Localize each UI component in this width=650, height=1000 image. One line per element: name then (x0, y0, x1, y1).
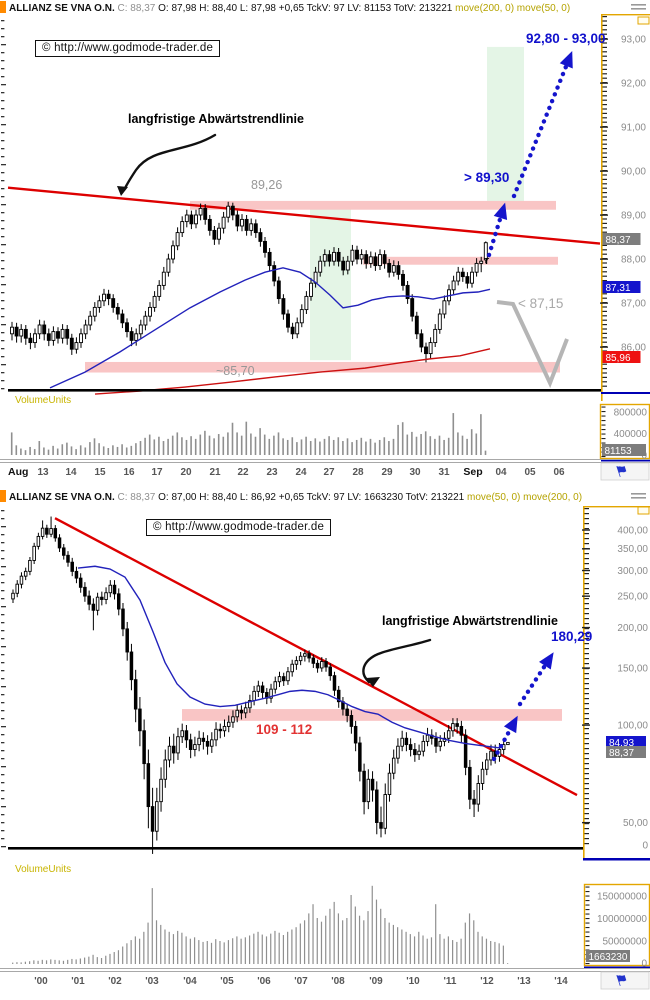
svg-text:1663230: 1663230 (589, 952, 628, 963)
svg-text:'08: '08 (331, 976, 345, 987)
svg-text:800000: 800000 (614, 408, 648, 419)
svg-text:88,37: 88,37 (609, 748, 634, 759)
volume-units-label: VolumeUnits (15, 395, 71, 406)
svg-text:86,00: 86,00 (621, 343, 646, 354)
svg-text:20: 20 (180, 467, 192, 478)
svg-text:'02: '02 (108, 976, 122, 987)
svg-text:15: 15 (94, 467, 106, 478)
chart1-trendline-label: langfristige Abwärtstrendlinie (128, 112, 304, 126)
watermark-chart1: © http://www.godmode-trader.de (35, 40, 221, 57)
svg-text:29: 29 (381, 467, 393, 478)
svg-text:23: 23 (266, 467, 278, 478)
svg-text:27: 27 (323, 467, 335, 478)
chart1-header: ALLIANZ SE VNA O.N. C: 88,37 O: 87,98 H:… (0, 1, 650, 14)
chart2-zone-label: 109 - 112 (256, 722, 313, 737)
chart1-pullback-label: < 87,15 (518, 296, 564, 311)
svg-text:'05: '05 (220, 976, 234, 987)
svg-text:30: 30 (409, 467, 421, 478)
svg-text:14: 14 (65, 467, 77, 478)
svg-text:22: 22 (237, 467, 249, 478)
volume-units-label: VolumeUnits (15, 864, 71, 875)
svg-text:87,00: 87,00 (621, 299, 646, 310)
chart1-indicator-labels: move(200, 0) move(50, 0) (455, 3, 571, 14)
svg-text:'14: '14 (554, 976, 568, 987)
svg-text:'13: '13 (517, 976, 531, 987)
svg-text:300,00: 300,00 (617, 566, 648, 577)
svg-text:'09: '09 (369, 976, 383, 987)
svg-text:'00: '00 (34, 976, 48, 987)
chart1-ohlc-stats: O: 87,98 H: 88,40 L: 87,98 +0,65 TckV: 9… (158, 3, 453, 14)
svg-text:0: 0 (641, 959, 647, 970)
svg-text:16: 16 (123, 467, 135, 478)
svg-text:350,00: 350,00 (617, 544, 648, 555)
svg-text:'04: '04 (183, 976, 197, 987)
chart2-close-value: C: 88,37 (117, 492, 156, 503)
svg-text:0: 0 (642, 841, 648, 852)
svg-text:'12: '12 (480, 976, 494, 987)
svg-text:Aug: Aug (8, 466, 28, 478)
svg-text:'01: '01 (71, 976, 85, 987)
svg-text:93,00: 93,00 (621, 35, 646, 46)
svg-text:24: 24 (295, 467, 307, 478)
svg-text:04: 04 (495, 467, 507, 478)
chart2-symbol: ALLIANZ SE VNA O.N. (9, 492, 115, 503)
svg-text:100000000: 100000000 (597, 914, 647, 925)
svg-text:100,00: 100,00 (617, 721, 648, 732)
svg-text:06: 06 (553, 467, 565, 478)
svg-text:50000000: 50000000 (603, 937, 648, 948)
chart1-symbol: ALLIANZ SE VNA O.N. (9, 3, 115, 14)
svg-text:200,00: 200,00 (617, 623, 648, 634)
svg-text:89,00: 89,00 (621, 211, 646, 222)
chart1-trade-marker: T (484, 256, 490, 266)
svg-text:150,00: 150,00 (617, 663, 648, 674)
svg-text:'10: '10 (406, 976, 420, 987)
svg-text:84,93: 84,93 (609, 738, 634, 749)
instrument-marker-icon (0, 490, 6, 502)
svg-text:28: 28 (352, 467, 364, 478)
svg-text:81153: 81153 (605, 446, 633, 457)
svg-text:400000: 400000 (614, 429, 648, 440)
svg-text:50,00: 50,00 (623, 818, 648, 829)
chart1-support-label: ~85,70 (216, 364, 255, 378)
svg-text:'11: '11 (444, 976, 457, 987)
chart1-resistance-label: 89,26 (251, 178, 283, 192)
watermark-chart2: © http://www.godmode-trader.de (146, 519, 332, 536)
svg-text:'03: '03 (145, 976, 159, 987)
svg-text:21: 21 (209, 467, 221, 478)
instrument-marker-icon (0, 1, 6, 13)
svg-text:250,00: 250,00 (617, 592, 648, 603)
chart-flag-icon: ⚑ (613, 461, 631, 481)
svg-text:'07: '07 (294, 976, 308, 987)
svg-text:31: 31 (438, 467, 450, 478)
chart1-close-value: C: 88,37 (117, 3, 156, 14)
chart2-header: ALLIANZ SE VNA O.N. C: 88,37 O: 87,00 H:… (0, 490, 650, 503)
chart1-breakout-label: > 89,30 (464, 170, 510, 185)
svg-text:88,37: 88,37 (606, 235, 631, 246)
svg-text:91,00: 91,00 (621, 123, 646, 134)
chart2-indicator-labels: move(50, 0) move(200, 0) (466, 492, 583, 503)
svg-text:400,00: 400,00 (617, 525, 648, 536)
svg-text:13: 13 (37, 467, 49, 478)
chart2-target-label: 180,29 (551, 629, 593, 644)
svg-text:87,31: 87,31 (606, 283, 631, 294)
svg-text:17: 17 (151, 467, 163, 478)
chart2-trendline-label: langfristige Abwärtstrendlinie (382, 614, 558, 628)
chart1-target-label: 92,80 - 93,00 (526, 31, 606, 46)
svg-text:'06: '06 (257, 976, 271, 987)
svg-text:05: 05 (524, 467, 536, 478)
svg-text:150000000: 150000000 (597, 892, 647, 903)
svg-text:88,00: 88,00 (621, 255, 646, 266)
svg-text:90,00: 90,00 (621, 167, 646, 178)
svg-text:85,96: 85,96 (606, 353, 631, 364)
svg-text:Sep: Sep (463, 466, 482, 478)
chart-flag-icon: ⚑ (613, 970, 631, 990)
chart2-ohlc-stats: O: 87,00 H: 88,40 L: 86,92 +0,65 TckV: 9… (158, 492, 465, 503)
svg-text:92,00: 92,00 (621, 79, 646, 90)
